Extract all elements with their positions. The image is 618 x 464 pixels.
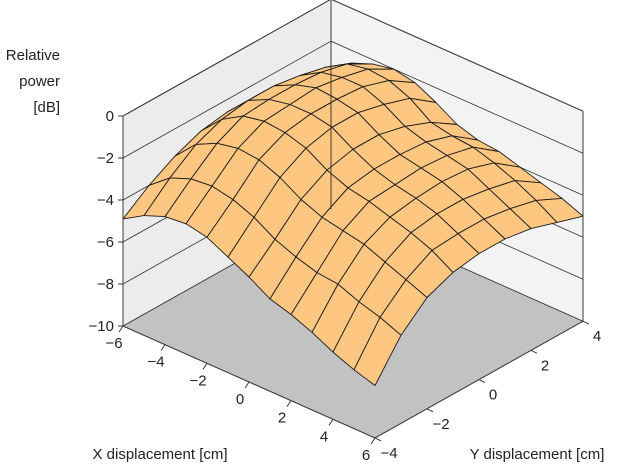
y-tick-mark (426, 408, 434, 413)
z-tick-label: 0 (106, 108, 114, 125)
frame-edge (122, 0, 331, 117)
y-tick-label: 4 (593, 328, 601, 345)
x-tick-mark (118, 325, 124, 333)
x-tick-label: 4 (320, 428, 328, 445)
z-tick-label: −8 (97, 276, 114, 293)
y-axis-label: Y displacement [cm] (470, 446, 605, 463)
x-tick-label: 2 (278, 410, 286, 427)
y-tick-mark (374, 437, 382, 442)
surface-mesh (122, 62, 584, 386)
y-tick-mark (582, 320, 590, 325)
z-tick-label: −6 (97, 234, 114, 251)
z-axis-label-line-3: [dB] (33, 99, 60, 116)
y-tick-mark (530, 349, 538, 354)
z-axis-label-line-2: power (19, 73, 60, 90)
z-tick-label: −10 (89, 318, 114, 335)
z-axis-label-line-1: Relative (6, 47, 60, 64)
x-tick-label: −4 (147, 354, 164, 371)
z-tick-label: −2 (97, 150, 114, 167)
x-tick-mark (286, 400, 292, 407)
x-tick-label: −6 (105, 335, 122, 352)
x-tick-mark (244, 381, 250, 389)
x-axis-label: X displacement [cm] (92, 446, 227, 463)
x-tick-mark (202, 363, 208, 370)
x-tick-label: 0 (236, 391, 244, 408)
x-tick-mark (328, 419, 334, 426)
x-tick-mark (160, 344, 166, 351)
x-tick-label: 6 (362, 447, 370, 464)
y-tick-label: 2 (541, 357, 549, 374)
z-tick-label: −4 (97, 192, 114, 209)
x-tick-mark (370, 437, 376, 445)
frame-edge (331, 0, 584, 112)
surface-patch (353, 316, 402, 386)
y-tick-label: −4 (380, 445, 397, 462)
y-tick-label: 0 (489, 387, 497, 404)
y-tick-label: −2 (432, 416, 449, 433)
y-tick-mark (478, 379, 486, 384)
x-tick-label: −2 (189, 372, 206, 389)
